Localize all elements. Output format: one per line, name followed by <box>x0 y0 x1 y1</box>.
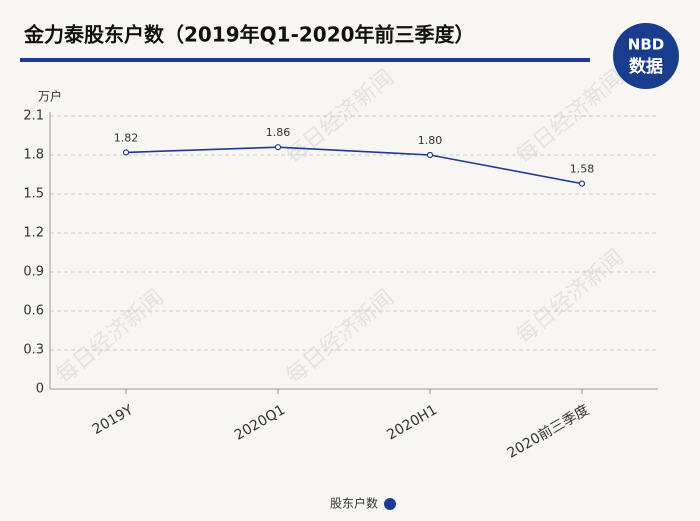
y-tick-label: 1.5 <box>23 187 44 202</box>
y-tick-label: 2.1 <box>23 109 44 124</box>
point <box>122 149 130 156</box>
logo-circle <box>613 23 679 89</box>
chart-title: 金力泰股东户数（2019年Q1-2020年前三季度） <box>23 23 475 47</box>
line <box>125 146 583 185</box>
point <box>426 151 434 159</box>
y-unit: 万户 <box>38 89 62 104</box>
y-tick-label: 1.2 <box>23 226 44 241</box>
point <box>578 180 586 187</box>
data-label: 1.82 <box>114 131 139 144</box>
y-tick-label: 0.6 <box>23 304 44 319</box>
point <box>274 144 282 151</box>
logo-top: NBD <box>628 36 664 54</box>
data-label: 1.80 <box>418 134 443 147</box>
legend-label: 股东户数 <box>330 496 378 511</box>
data-label: 1.86 <box>266 126 291 139</box>
title-underline <box>20 58 590 62</box>
y-tick-label: 1.8 <box>23 148 44 163</box>
y-tick-label: 0 <box>36 382 44 397</box>
y-tick-label: 0.3 <box>23 343 44 358</box>
logo-bottom: 数据 <box>629 56 663 77</box>
legend-swatch <box>384 498 396 510</box>
data-label: 1.58 <box>570 163 595 176</box>
y-tick-label: 0.9 <box>23 265 44 280</box>
